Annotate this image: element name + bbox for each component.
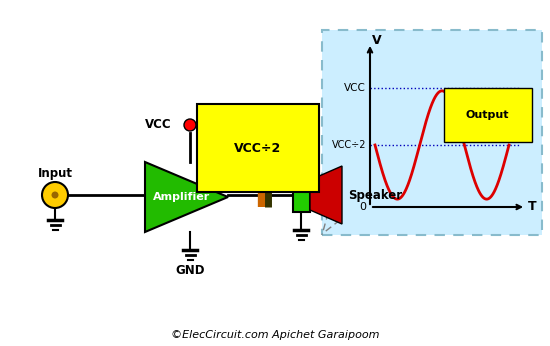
Text: 0: 0 [359, 202, 366, 212]
Polygon shape [145, 162, 228, 232]
Text: Amplifier: Amplifier [153, 192, 210, 202]
Circle shape [184, 119, 196, 131]
Circle shape [42, 182, 68, 208]
Text: T: T [527, 200, 536, 213]
Text: +: + [200, 118, 211, 131]
Text: GND: GND [175, 264, 205, 276]
Text: Speaker: Speaker [348, 189, 402, 201]
Text: VCC÷2: VCC÷2 [332, 140, 366, 150]
Text: V: V [372, 34, 382, 46]
Text: ©ElecCircuit.com Apichet Garaipoom: ©ElecCircuit.com Apichet Garaipoom [170, 330, 380, 340]
FancyBboxPatch shape [293, 178, 310, 212]
Text: VCC: VCC [145, 118, 172, 131]
Text: VCC: VCC [344, 83, 366, 93]
Text: VCC÷2: VCC÷2 [234, 142, 282, 155]
Circle shape [52, 191, 58, 199]
FancyBboxPatch shape [322, 30, 542, 235]
Text: +: + [250, 173, 260, 185]
Text: Capacitor: Capacitor [238, 162, 302, 174]
Text: Output: Output [466, 110, 509, 120]
Polygon shape [310, 166, 342, 224]
Text: Input: Input [37, 166, 73, 180]
